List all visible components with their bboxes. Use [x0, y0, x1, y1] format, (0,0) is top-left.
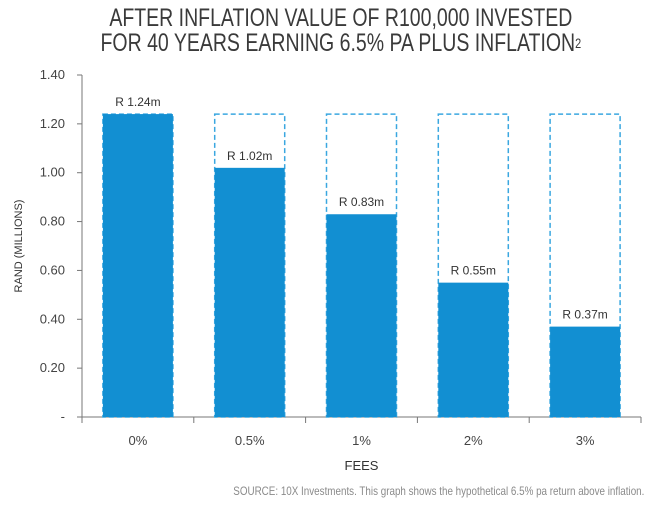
x-axis-label: FEES: [345, 458, 379, 473]
bar-0%: [102, 114, 173, 417]
reference-outline: [549, 113, 621, 418]
x-tick-label: 2%: [464, 433, 483, 448]
source-note: SOURCE: 10X Investments. This graph show…: [232, 484, 644, 498]
data-label: R 0.83m: [339, 195, 384, 209]
bar-3%: [550, 326, 621, 417]
bar-2%: [438, 282, 509, 417]
x-tick-label: 0%: [129, 433, 148, 448]
data-label: R 1.24m: [115, 95, 160, 109]
y-tick-label: 1.00: [40, 165, 65, 180]
y-axis-label: RAND (MILLIONS): [13, 200, 25, 293]
bar-1%: [326, 214, 397, 417]
data-label: R 0.37m: [562, 308, 607, 322]
data-label: R 0.55m: [451, 264, 496, 278]
title-line-1: AFTER INFLATION VALUE OF R100,000 INVEST…: [109, 4, 573, 32]
y-tick-label: 0.80: [40, 214, 65, 229]
bar-0.5%: [214, 167, 285, 417]
x-tick-label: 1%: [352, 433, 371, 448]
y-tick-label: 0.60: [40, 262, 65, 277]
y-tick-label: 1.20: [40, 116, 65, 131]
data-label: R 1.02m: [227, 149, 272, 163]
y-tick-label: -: [61, 409, 65, 424]
chart-title: AFTER INFLATION VALUE OF R100,000 INVEST…: [86, 6, 596, 56]
y-tick-label: 0.40: [40, 311, 65, 326]
x-tick-label: 3%: [576, 433, 595, 448]
title-line-2: FOR 40 YEARS EARNING 6.5% PA PLUS INFLAT…: [100, 29, 582, 57]
x-tick-label: 0.5%: [235, 433, 265, 448]
reference-outline: [437, 113, 510, 418]
y-tick-label: 1.40: [40, 67, 65, 82]
y-tick-label: 0.20: [40, 360, 65, 375]
